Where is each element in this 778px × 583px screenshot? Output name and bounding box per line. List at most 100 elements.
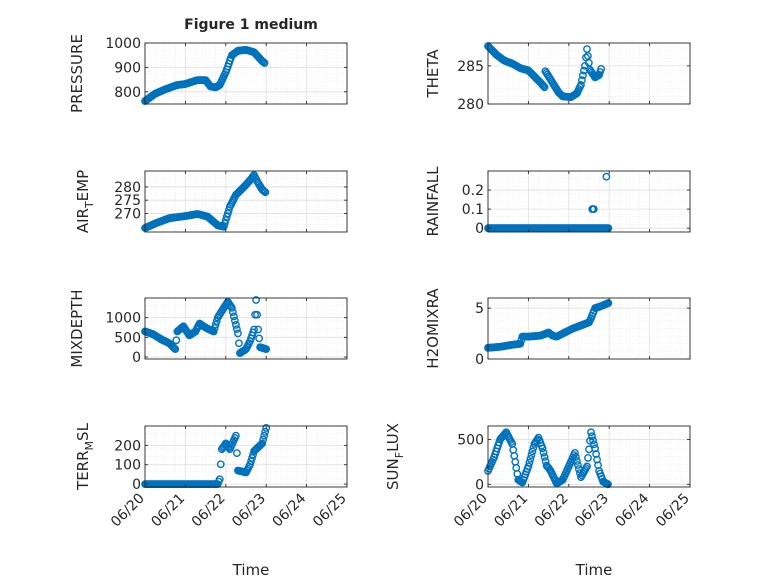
- x-tick-label: 06/25: [653, 491, 693, 531]
- subplot-pressure: 800 900 1000 PRESSURE: [68, 34, 348, 113]
- data-point: [209, 327, 218, 336]
- y-axis-label: RAINFALL: [424, 166, 442, 237]
- subplot-sun_flux: 0 500 06/20 06/21 06/22 06/23 06/24 06/25 SUNFLU…: [384, 423, 693, 530]
- data-point: [260, 187, 269, 196]
- y-tick-label: 0: [475, 221, 484, 237]
- y-axis-label: PRESSURE: [68, 34, 86, 113]
- x-tick-label: 06/22: [189, 491, 229, 531]
- data-point: [231, 320, 240, 329]
- axes-box: [487, 170, 691, 233]
- axes-box: [144, 42, 348, 105]
- x-tick-label: 06/22: [532, 491, 572, 531]
- data-point: [171, 345, 180, 354]
- subplot-mixdepth: 0 500 1000 MIXDEPTH: [68, 289, 348, 368]
- data-point: [228, 308, 237, 317]
- data-point: [252, 296, 261, 304]
- y-axis-label: TERRMSL: [74, 422, 96, 491]
- data-point: [538, 444, 547, 453]
- data-point: [604, 480, 612, 489]
- data-point: [527, 451, 536, 460]
- data-point: [233, 449, 241, 458]
- y-tick-label: 0: [132, 477, 141, 493]
- data-point: [571, 453, 580, 461]
- data-point: [577, 81, 585, 89]
- y-tick-label: 0: [475, 477, 484, 493]
- y-tick-label: 100: [114, 458, 141, 474]
- data-point: [604, 224, 613, 233]
- data-point: [223, 209, 232, 218]
- data-point: [590, 440, 598, 449]
- data-point: [172, 336, 181, 345]
- x-axis-label-right: Time: [575, 561, 613, 579]
- data-point: [221, 216, 230, 224]
- data-point: [170, 344, 179, 353]
- data-point: [583, 462, 591, 471]
- data-point: [169, 343, 178, 352]
- data-point: [250, 325, 258, 334]
- data-point: [255, 334, 264, 343]
- axes-box: [487, 42, 691, 105]
- axes-box: [487, 297, 691, 360]
- y-axis-label: MIXDEPTH: [68, 289, 86, 367]
- y-axis-label: SUNFLUX: [384, 423, 406, 490]
- axes-box: [487, 425, 691, 488]
- data-point: [227, 303, 236, 312]
- data-point: [219, 222, 228, 231]
- data-point: [573, 461, 582, 469]
- data-point: [256, 441, 265, 450]
- data-point: [578, 76, 586, 85]
- y-tick-label: 280: [457, 97, 484, 113]
- x-tick-label: 06/21: [148, 491, 188, 531]
- y-tick-label: 280: [114, 180, 141, 196]
- y-tick-label: 0.2: [462, 183, 484, 199]
- data-point: [257, 440, 266, 449]
- data-point: [261, 427, 270, 436]
- y-axis-label: H2OMIXRA: [424, 288, 442, 369]
- axes-box: [144, 170, 348, 233]
- data-point: [262, 345, 271, 354]
- data-point: [259, 186, 268, 195]
- subplot-rainfall: 0 0.1 0.2 RAINFALL: [424, 166, 691, 237]
- x-tick-label: 06/20: [451, 491, 491, 531]
- data-point: [579, 71, 587, 80]
- x-axis-label-left: Time: [232, 561, 270, 579]
- subplot-theta: 280 285 THETA: [424, 42, 691, 113]
- data-point: [258, 439, 267, 448]
- y-tick-label: 5: [475, 301, 484, 317]
- subplot-h2omixra: 0 5 H2OMIXRA: [424, 288, 691, 369]
- y-axis-label: THETA: [424, 49, 442, 99]
- data-point: [597, 65, 606, 73]
- data-point: [260, 431, 269, 440]
- y-tick-label: 900: [114, 60, 141, 76]
- data-point: [254, 325, 263, 334]
- data-point: [524, 462, 533, 471]
- figure-title: Figure 1 medium: [184, 17, 318, 33]
- data-point: [234, 329, 242, 338]
- data-point: [604, 299, 613, 307]
- data-point: [539, 82, 548, 90]
- y-tick-label: 0: [475, 352, 484, 368]
- x-tick-label: 06/23: [572, 491, 612, 531]
- y-tick-label: 275: [114, 193, 141, 209]
- data-point: [540, 83, 549, 92]
- data-point: [525, 458, 534, 467]
- x-tick-label: 06/21: [491, 491, 531, 531]
- data-point: [540, 453, 549, 461]
- y-tick-label: 0: [132, 350, 141, 366]
- data-point: [220, 219, 229, 228]
- data-point: [538, 81, 547, 89]
- data-point: [260, 59, 269, 67]
- data-point: [261, 188, 270, 197]
- axes-box: [144, 425, 348, 488]
- data-point: [262, 424, 271, 432]
- axes-box: [144, 297, 348, 360]
- data-point: [215, 475, 224, 484]
- data-point: [584, 453, 592, 462]
- y-axis-label: AIRTEMP: [74, 170, 96, 233]
- data-point: [230, 316, 239, 325]
- data-point: [259, 435, 268, 444]
- x-tick-label: 06/24: [613, 490, 653, 530]
- y-tick-label: 500: [114, 330, 141, 346]
